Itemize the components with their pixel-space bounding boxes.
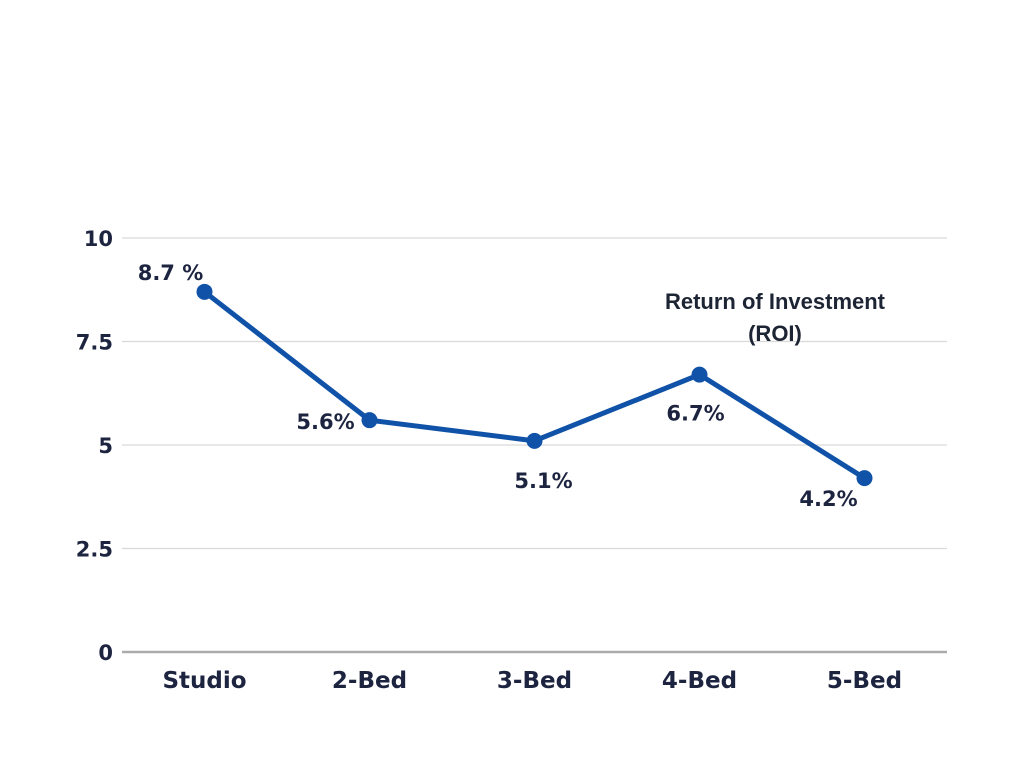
y-tick-label: 2.5 [76, 538, 113, 562]
x-category-label: 2-Bed [332, 668, 407, 694]
y-tick-label: 0 [98, 641, 113, 665]
data-point-marker [196, 283, 213, 300]
data-point-label: 4.2% [799, 487, 857, 511]
x-category-label: Studio [162, 668, 246, 694]
y-tick-label: 7.5 [76, 331, 113, 355]
y-tick-label: 5 [98, 434, 113, 458]
data-point-label: 5.1% [514, 469, 572, 493]
x-category-label: 5-Bed [827, 668, 902, 694]
y-tick-label: 10 [84, 227, 113, 251]
x-axis-category-labels: Studio 2-Bed 3-Bed 4-Bed 5-Bed [162, 668, 902, 694]
y-axis-tick-labels: 0 2.5 5 7.5 10 [76, 227, 113, 665]
data-point-label: 8.7 % [138, 261, 204, 285]
roi-line [202, 289, 867, 481]
x-category-label: 4-Bed [662, 668, 737, 694]
data-point-marker [526, 432, 543, 449]
x-category-label: 3-Bed [497, 668, 572, 694]
data-point-label: 5.6% [296, 410, 354, 434]
data-point-label: 6.7% [666, 402, 724, 426]
data-point-labels: 8.7 % 5.6% 5.1% 6.7% 4.2% [138, 261, 858, 511]
chart-title-line2: (ROI) [748, 321, 802, 346]
roi-series [196, 283, 873, 487]
chart-title-line1: Return of Investment [665, 289, 886, 314]
data-point-marker [361, 412, 378, 429]
data-point-marker [856, 470, 873, 487]
data-point-marker [691, 366, 708, 383]
